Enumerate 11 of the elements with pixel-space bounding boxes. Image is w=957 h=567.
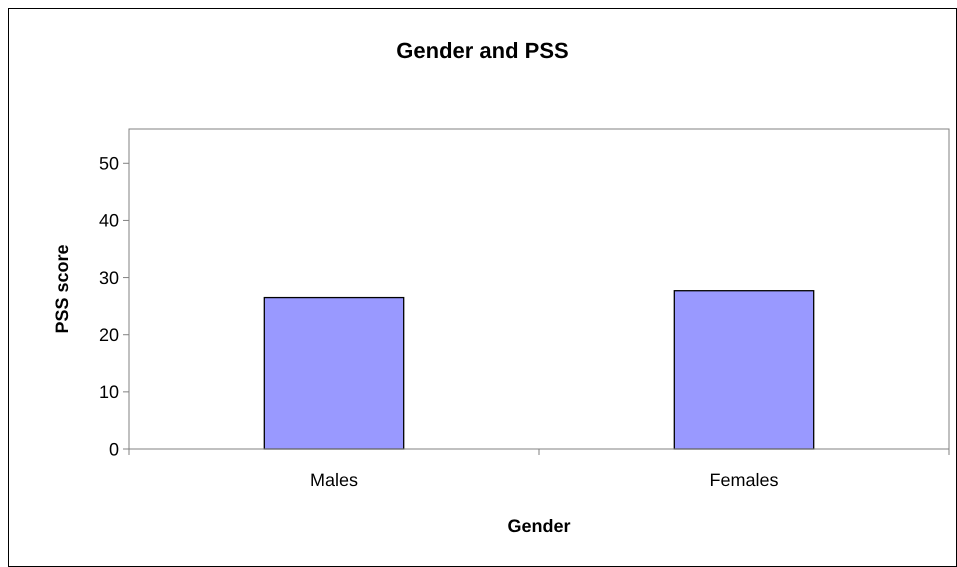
x-axis-title: Gender — [507, 516, 571, 536]
y-tick-label: 10 — [98, 382, 119, 402]
y-tick-label: 0 — [108, 439, 119, 460]
chart-title: Gender and PSS — [396, 38, 569, 63]
x-tick-label: Males — [310, 470, 358, 490]
y-axis-title: PSS score — [52, 244, 72, 334]
y-tick-label: 50 — [98, 154, 119, 174]
y-tick-label: 40 — [98, 210, 119, 231]
y-tick-label: 20 — [98, 325, 119, 346]
x-tick-label: Females — [709, 470, 779, 490]
y-tick-label: 30 — [98, 268, 119, 288]
